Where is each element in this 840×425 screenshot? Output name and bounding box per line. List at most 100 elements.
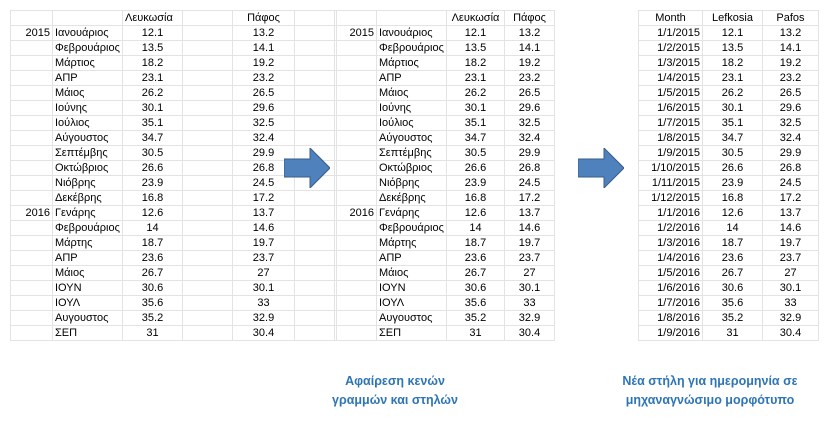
table-cell[interactable]: 35.2 <box>446 310 505 326</box>
table-cell[interactable]: 12.1 <box>122 25 183 41</box>
table-cell[interactable]: ΙΟΥΛ <box>376 295 447 311</box>
header-cell[interactable]: Lefkosia <box>702 10 763 26</box>
table-cell[interactable] <box>334 100 377 116</box>
table-cell[interactable]: 26.7 <box>122 265 183 281</box>
table-cell[interactable] <box>334 295 377 311</box>
table-cell[interactable]: 23.6 <box>122 250 183 266</box>
table-cell[interactable]: 1/1/2015 <box>638 25 703 41</box>
table-cell[interactable]: 1/2/2016 <box>638 220 703 236</box>
table-cell[interactable]: 30.1 <box>504 280 555 296</box>
table-cell[interactable]: 13.5 <box>446 40 505 56</box>
table-cell[interactable] <box>10 310 53 326</box>
table-cell[interactable]: 30.5 <box>702 145 763 161</box>
table-cell[interactable]: 1/9/2015 <box>638 145 703 161</box>
header-cell[interactable]: Λευκωσία <box>122 10 183 26</box>
table-cell[interactable]: 32.9 <box>232 310 295 326</box>
table-cell[interactable] <box>182 25 233 41</box>
header-cell[interactable] <box>294 10 337 26</box>
table-cell[interactable]: 17.2 <box>762 190 819 206</box>
table-cell[interactable] <box>334 160 377 176</box>
table-cell[interactable] <box>334 325 377 341</box>
table-cell[interactable]: 32.9 <box>504 310 555 326</box>
table-cell[interactable]: 29.6 <box>232 100 295 116</box>
table-cell[interactable]: 30.4 <box>762 325 819 341</box>
table-cell[interactable] <box>294 205 337 221</box>
table-cell[interactable]: 14 <box>446 220 505 236</box>
table-cell[interactable]: 18.7 <box>122 235 183 251</box>
table-cell[interactable]: 1/6/2015 <box>638 100 703 116</box>
table-cell[interactable]: 16.8 <box>702 190 763 206</box>
table-cell[interactable] <box>294 280 337 296</box>
header-cell[interactable] <box>10 10 53 26</box>
table-cell[interactable]: 18.2 <box>446 55 505 71</box>
table-cell[interactable]: 24.5 <box>504 175 555 191</box>
table-cell[interactable]: 19.7 <box>762 235 819 251</box>
table-cell[interactable]: ΑΠΡ <box>376 250 447 266</box>
table-cell[interactable]: 14.6 <box>232 220 295 236</box>
table-cell[interactable]: 19.2 <box>762 55 819 71</box>
table-cell[interactable]: Μάιος <box>52 85 123 101</box>
table-cell[interactable]: Σεπτέμβης <box>376 145 447 161</box>
table-cell[interactable]: 26.8 <box>504 160 555 176</box>
table-cell[interactable]: 23.2 <box>232 70 295 86</box>
table-cell[interactable]: 14 <box>122 220 183 236</box>
table-cell[interactable]: 32.5 <box>762 115 819 131</box>
table-cell[interactable]: 26.6 <box>702 160 763 176</box>
table-cell[interactable]: Οκτώβριος <box>52 160 123 176</box>
table-cell[interactable] <box>10 145 53 161</box>
table-cell[interactable]: 1/8/2015 <box>638 130 703 146</box>
table-cell[interactable] <box>182 40 233 56</box>
table-cell[interactable]: 17.2 <box>232 190 295 206</box>
table-cell[interactable]: 18.2 <box>122 55 183 71</box>
table-cell[interactable] <box>10 40 53 56</box>
table-cell[interactable]: 23.2 <box>762 70 819 86</box>
table-cell[interactable] <box>334 55 377 71</box>
table-cell[interactable]: 23.1 <box>122 70 183 86</box>
table-cell[interactable]: Μάρτης <box>376 235 447 251</box>
table-cell[interactable]: 35.6 <box>122 295 183 311</box>
table-cell[interactable] <box>10 280 53 296</box>
table-cell[interactable] <box>10 265 53 281</box>
table-cell[interactable]: Μάιος <box>376 265 447 281</box>
table-cell[interactable]: Μάρτιος <box>376 55 447 71</box>
table-cell[interactable]: 14.1 <box>762 40 819 56</box>
table-cell[interactable] <box>334 145 377 161</box>
table-cell[interactable]: 14.6 <box>762 220 819 236</box>
table-cell[interactable]: 30.4 <box>232 325 295 341</box>
table-cell[interactable]: 19.7 <box>504 235 555 251</box>
table-cell[interactable] <box>294 235 337 251</box>
table-cell[interactable]: 12.1 <box>702 25 763 41</box>
table-cell[interactable] <box>294 310 337 326</box>
table-cell[interactable]: 35.1 <box>446 115 505 131</box>
table-cell[interactable]: ΙΟΥΝ <box>52 280 123 296</box>
table-cell[interactable]: 32.5 <box>232 115 295 131</box>
table-cell[interactable] <box>294 265 337 281</box>
header-cell[interactable] <box>182 10 233 26</box>
table-cell[interactable]: 1/10/2015 <box>638 160 703 176</box>
table-cell[interactable]: 29.6 <box>504 100 555 116</box>
table-cell[interactable]: Φεβρουάριος <box>376 40 447 56</box>
header-cell[interactable]: Πάφος <box>504 10 555 26</box>
table-cell[interactable] <box>10 85 53 101</box>
table-cell[interactable]: Φεβρουάριος <box>376 220 447 236</box>
table-cell[interactable]: 1/3/2016 <box>638 235 703 251</box>
table-cell[interactable]: Φεβρουάριος <box>52 40 123 56</box>
table-cell[interactable] <box>294 55 337 71</box>
table-cell[interactable]: 33 <box>762 295 819 311</box>
table-cell[interactable]: 12.6 <box>122 205 183 221</box>
table-cell[interactable]: 17.2 <box>504 190 555 206</box>
table-cell[interactable] <box>182 295 233 311</box>
table-cell[interactable]: 18.7 <box>446 235 505 251</box>
table-cell[interactable]: 1/5/2016 <box>638 265 703 281</box>
table-cell[interactable]: 23.7 <box>232 250 295 266</box>
table-cell[interactable] <box>334 40 377 56</box>
table-cell[interactable] <box>334 190 377 206</box>
table-cell[interactable]: Μάρτιος <box>52 55 123 71</box>
table-cell[interactable]: Αυγουστος <box>376 310 447 326</box>
table-cell[interactable]: 30.1 <box>232 280 295 296</box>
table-cell[interactable]: 23.7 <box>504 250 555 266</box>
table-cell[interactable] <box>294 250 337 266</box>
table-cell[interactable]: 26.6 <box>446 160 505 176</box>
table-cell[interactable] <box>334 115 377 131</box>
table-cell[interactable]: 13.7 <box>762 205 819 221</box>
